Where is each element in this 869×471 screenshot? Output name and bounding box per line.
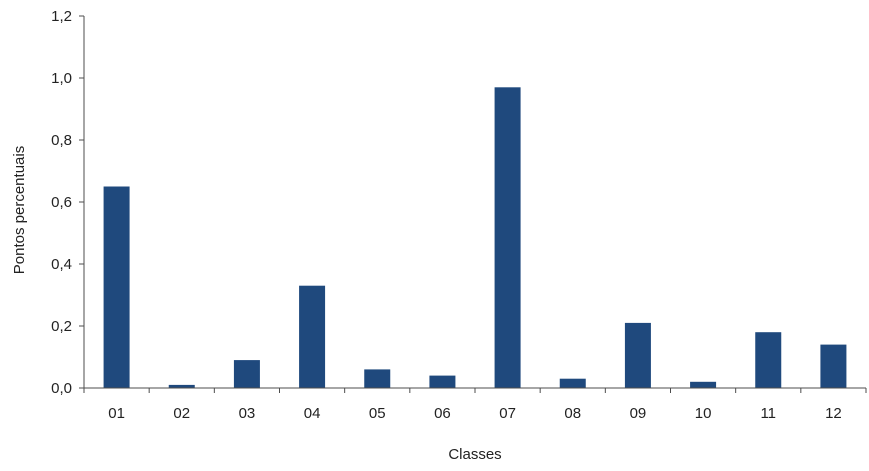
x-tick-label: 03 xyxy=(239,405,256,422)
y-tick-label: 0,4 xyxy=(51,256,72,273)
x-tick-label: 04 xyxy=(304,405,321,422)
y-tick-label: 0,6 xyxy=(51,194,72,211)
x-axis-title: Classes xyxy=(448,446,501,463)
axes-group xyxy=(83,16,866,389)
bars-group xyxy=(103,87,847,389)
bar-06 xyxy=(429,375,456,388)
bar-08 xyxy=(559,378,586,388)
x-tick-label: 09 xyxy=(630,405,647,422)
x-tick-label: 05 xyxy=(369,405,386,422)
bar-11 xyxy=(755,332,782,388)
x-tick-label: 10 xyxy=(695,405,712,422)
bar-07 xyxy=(494,87,521,389)
y-tick-label: 0,8 xyxy=(51,132,72,149)
y-tick-label: 0,0 xyxy=(51,380,72,397)
bar-03 xyxy=(233,360,260,388)
bar-09 xyxy=(624,322,651,388)
x-tick-label: 06 xyxy=(434,405,451,422)
x-tick-label: 11 xyxy=(760,405,776,422)
y-tick-label: 0,2 xyxy=(51,318,72,335)
bar-10 xyxy=(690,381,717,388)
y-tick-label: 1,0 xyxy=(51,70,72,87)
x-tick-label: 08 xyxy=(564,405,581,422)
y-ticks-group: 0,0 0,2 0,4 0,6 0,8 1,0 1,2 xyxy=(51,8,84,397)
x-tick-label: 02 xyxy=(173,405,190,422)
x-tick-label: 12 xyxy=(825,405,842,422)
x-tick-label: 07 xyxy=(499,405,516,422)
y-tick-label: 1,2 xyxy=(51,8,72,25)
bar-01 xyxy=(103,186,130,388)
bar-05 xyxy=(364,369,391,388)
x-ticks-group: 01 02 03 04 05 06 07 08 09 10 11 12 xyxy=(83,388,867,422)
bar-04 xyxy=(299,285,326,388)
bar-02 xyxy=(168,384,195,388)
y-axis-title: Pontos percentuais xyxy=(11,146,28,274)
x-tick-label: 01 xyxy=(108,405,125,422)
bar-12 xyxy=(820,344,847,388)
